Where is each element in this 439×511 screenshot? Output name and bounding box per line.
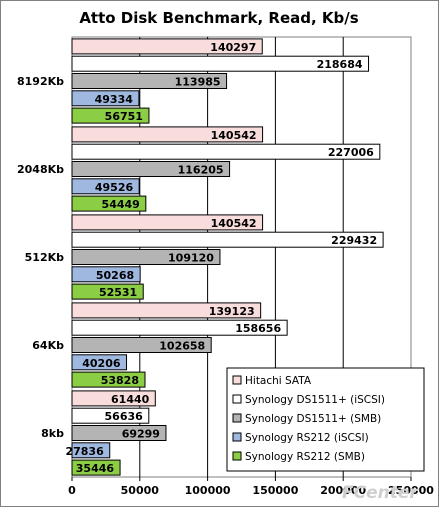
- legend-swatch: [232, 413, 242, 423]
- bar: [71, 459, 121, 476]
- y-axis-categories: 8192Kb 2048Kb 512Kb 64Kb 8kb: [17, 75, 64, 440]
- x-tick-label: 100000: [185, 484, 231, 497]
- legend: Hitachi SATA Synology DS1511+ (iSCSI) Syno…: [226, 367, 425, 472]
- bar: [71, 90, 140, 107]
- bar: [71, 55, 370, 72]
- bar-value-label: 50268: [96, 269, 134, 282]
- x-tick-label: 250000: [388, 484, 434, 497]
- x-tick-label: 50000: [121, 484, 160, 497]
- bar-value-label: 109120: [168, 252, 214, 265]
- category-label: 8192Kb: [17, 75, 64, 88]
- bar: [71, 38, 263, 55]
- bar-value-label: 35446: [76, 462, 115, 475]
- category-label: 512Kb: [25, 251, 64, 264]
- x-tick-label: 150000: [252, 484, 298, 497]
- bar-value-label: 139123: [209, 305, 255, 318]
- bar-value-label: 61440: [111, 393, 150, 406]
- legend-label: Synology DS1511+ (iSCSI): [245, 394, 385, 406]
- bar: [71, 161, 231, 177]
- bar: [71, 214, 264, 231]
- bars-layer: 140297 218684 113985 49334 56751 140542 227006…: [65, 38, 384, 476]
- legend-swatch: [232, 432, 242, 442]
- bar: [71, 126, 264, 143]
- bar: [71, 143, 381, 160]
- bar: [71, 249, 221, 265]
- bar-value-label: 27836: [65, 445, 104, 458]
- legend-swatch: [232, 451, 242, 461]
- bar: [71, 354, 128, 371]
- bar-value-label: 227006: [328, 146, 374, 159]
- legend-swatch: [232, 394, 242, 404]
- bar: [71, 195, 147, 212]
- bar-value-label: 54449: [102, 198, 140, 211]
- bar-value-label: 158656: [235, 322, 281, 335]
- bar-value-label: 40206: [82, 357, 121, 370]
- bar-value-label: 52531: [99, 286, 137, 299]
- legend-swatch: [232, 375, 242, 385]
- bar: [71, 302, 262, 319]
- legend-label: Synology RS212 (iSCSI): [245, 432, 369, 444]
- legend-box: [226, 367, 425, 472]
- bar-value-label: 69299: [122, 428, 160, 441]
- bar: [71, 371, 146, 388]
- bar-value-label: 116205: [178, 164, 224, 177]
- bar-value-label: 102658: [159, 340, 205, 353]
- bar-value-label: 49526: [95, 181, 134, 194]
- x-tick-label: 200000: [320, 484, 366, 497]
- bar: [71, 407, 150, 424]
- bar-value-label: 140542: [211, 129, 257, 142]
- bar-value-label: 113985: [175, 76, 221, 89]
- category-label: 8kb: [41, 427, 64, 440]
- x-tick-label: 0: [68, 484, 76, 497]
- bar-value-label: 229432: [331, 234, 377, 247]
- bar-value-label: 140297: [210, 41, 256, 54]
- bar-value-label: 53828: [101, 374, 139, 387]
- bar: [71, 337, 212, 353]
- bar-value-label: 140542: [211, 217, 257, 230]
- bar: [71, 283, 144, 300]
- category-label: 64Kb: [32, 339, 64, 352]
- watermark-logo: FCenter: [342, 483, 419, 503]
- bar-value-label: 218684: [317, 58, 363, 71]
- bar: [71, 107, 150, 124]
- category-label: 2048Kb: [17, 163, 64, 176]
- bar: [71, 390, 156, 407]
- bar: [71, 178, 140, 195]
- bar-value-label: 49334: [95, 93, 134, 106]
- bar: [71, 319, 288, 336]
- bar: [71, 73, 228, 89]
- bar: [71, 231, 384, 248]
- bar-value-label: 56636: [105, 410, 144, 423]
- legend-label: Synology DS1511+ (SMB): [245, 413, 381, 425]
- chart-title: Atto Disk Benchmark, Read, Kb/s: [79, 9, 358, 27]
- bar-value-label: 56751: [105, 110, 143, 123]
- bar: [71, 266, 141, 283]
- bar: [71, 425, 167, 441]
- legend-label: Synology RS212 (SMB): [245, 451, 365, 463]
- x-axis-ticks: 0 50000 100000 150000 200000 250000: [68, 477, 434, 497]
- legend-label: Hitachi SATA: [245, 375, 312, 387]
- bar: [71, 442, 111, 459]
